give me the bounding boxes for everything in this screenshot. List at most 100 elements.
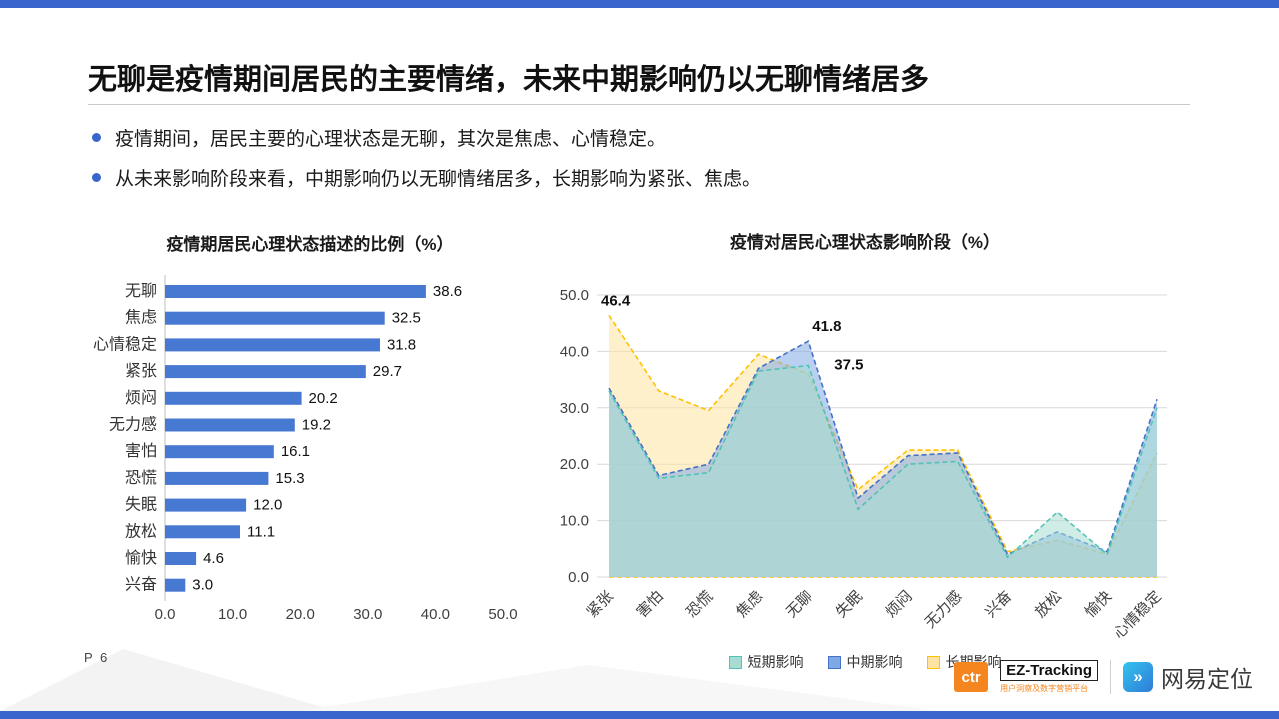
line-series: [608, 364, 1158, 559]
bar: [165, 445, 274, 459]
x-tick-label: 0.0: [155, 606, 176, 623]
legend-swatch: [926, 655, 940, 669]
bullet-dot: [92, 133, 101, 142]
value-label: 16.1: [281, 443, 310, 460]
x-tick-label: 10.0: [218, 606, 247, 623]
area-series: [609, 365, 1157, 577]
title-divider: [88, 104, 1190, 105]
bar: [165, 578, 186, 592]
x-tick-label: 40.0: [421, 606, 450, 623]
bar: [165, 391, 302, 405]
legend-swatch: [728, 655, 742, 669]
value-label: 3.0: [192, 577, 213, 594]
x-category-label: 焦虑: [733, 588, 766, 621]
legend-swatch: [827, 655, 841, 669]
netease-arrow-icon: »: [1123, 662, 1153, 692]
value-label: 19.2: [302, 417, 331, 434]
bar: [165, 525, 240, 539]
value-label: 4.6: [203, 550, 224, 567]
y-tick-label: 20.0: [560, 456, 589, 473]
y-tick-label: 0.0: [568, 569, 589, 586]
ez-tracking-name: EZ-Tracking: [1000, 660, 1098, 681]
netease-name: 网易定位: [1161, 666, 1253, 692]
bar: [165, 471, 269, 485]
logo-separator: [1110, 660, 1111, 694]
x-category-label: 心情稳定: [1110, 588, 1164, 642]
area-chart-panel: 疫情对居民心理状态影响阶段（%） 0.0 10.0 20.0 30.0 40.0 50.0…: [545, 228, 1185, 670]
category-label: 焦虑: [125, 309, 157, 327]
bar: [165, 311, 385, 325]
value-label: 11.1: [247, 523, 275, 540]
top-accent-bar: [0, 0, 1279, 8]
bullet-text: 疫情期间，居民主要的心理状态是无聊，其次是焦虑、心情稳定。: [115, 129, 667, 150]
ez-tracking-logo: EZ-Tracking 用户洞察及数字营销平台: [1000, 660, 1098, 694]
value-label: 29.7: [373, 363, 402, 380]
bar-chart-panel: 疫情期居民心理状态描述的比例（%） 0.0 10.0 20.0 30.0 40.0 50.…: [85, 230, 535, 630]
value-label: 15.3: [275, 470, 304, 487]
category-label: 失眠: [125, 496, 157, 514]
x-tick-label: 30.0: [353, 606, 382, 623]
category-label: 兴奋: [125, 576, 157, 594]
area-chart: 0.0 10.0 20.0 30.0 40.0 50.0 紧张 害怕 恐慌 焦虑 无聊 失眠 烦闷 无力感…: [560, 287, 1167, 642]
category-label: 紧张: [125, 362, 157, 380]
category-label: 愉快: [125, 549, 157, 567]
x-category-label: 恐慌: [683, 588, 716, 621]
bullet-item: 疫情期间，居民主要的心理状态是无聊，其次是焦虑、心情稳定。: [92, 124, 761, 151]
footer-logos: ctr EZ-Tracking 用户洞察及数字营销平台 » 网易定位: [954, 660, 1253, 694]
y-tick-label: 40.0: [560, 343, 589, 360]
page-number: P 6: [84, 650, 110, 665]
x-category-label: 害怕: [633, 588, 666, 621]
bullet-item: 从未来影响阶段来看，中期影响仍以无聊情绪居多，长期影响为紧张、焦虑。: [92, 164, 761, 191]
value-label: 32.5: [392, 310, 421, 327]
x-category-label: 放松: [1032, 588, 1065, 621]
category-label: 无聊: [125, 282, 157, 300]
bullet-list: 疫情期间，居民主要的心理状态是无聊，其次是焦虑、心情稳定。 从未来影响阶段来看，…: [92, 124, 761, 191]
value-label: 20.2: [309, 390, 338, 407]
value-label: 31.8: [387, 336, 416, 353]
y-tick-label: 50.0: [560, 287, 589, 304]
category-label: 烦闷: [125, 389, 157, 407]
x-category-label: 兴奋: [982, 588, 1015, 621]
legend-label: 中期影响: [846, 654, 903, 670]
bar-chart-title: 疫情期居民心理状态描述的比例（%）: [166, 235, 454, 254]
area-chart-title: 疫情对居民心理状态影响阶段（%）: [729, 233, 1001, 252]
bar: [165, 498, 247, 512]
ez-tracking-subtitle: 用户洞察及数字营销平台: [1000, 684, 1089, 693]
ctr-logo: ctr: [954, 662, 989, 692]
bar: [165, 338, 380, 352]
bar: [165, 552, 197, 565]
x-category-label: 紧张: [584, 588, 617, 621]
chart-legend: 短期影响中期影响长期影响: [545, 652, 1185, 672]
category-label: 心情稳定: [93, 335, 157, 353]
legend-item: 中期影响: [827, 652, 903, 672]
data-annotation: 46.4: [601, 292, 631, 309]
bottom-accent-bar: [0, 711, 1279, 719]
x-category-label: 无力感: [922, 588, 966, 632]
x-category-label: 失眠: [833, 588, 866, 621]
category-label: 放松: [125, 522, 157, 540]
legend-item: 短期影响: [728, 652, 804, 672]
x-category-label: 无聊: [783, 588, 816, 621]
y-tick-label: 30.0: [560, 400, 589, 417]
bar: [165, 285, 426, 298]
slide-title: 无聊是疫情期间居民的主要情绪，未来中期影响仍以无聊情绪居多: [88, 64, 930, 96]
category-label: 无力感: [109, 416, 157, 434]
x-category-label: 烦闷: [882, 588, 915, 621]
category-label: 恐慌: [125, 469, 157, 487]
data-annotation: 41.8: [812, 318, 841, 335]
x-tick-label: 20.0: [286, 606, 315, 623]
value-label: 12.0: [253, 497, 282, 514]
bullet-dot: [92, 173, 101, 182]
bar: [165, 418, 295, 432]
bar-chart: 0.0 10.0 20.0 30.0 40.0 50.0 无聊 38.6 焦虑 32.5 心情稳定 3…: [93, 275, 518, 623]
x-category-label: 愉快: [1082, 588, 1115, 621]
bullet-text: 从未来影响阶段来看，中期影响仍以无聊情绪居多，长期影响为紧张、焦虑。: [115, 169, 762, 190]
y-tick-label: 10.0: [560, 513, 589, 530]
legend-label: 短期影响: [747, 654, 804, 670]
x-tick-label: 50.0: [488, 606, 517, 623]
value-label: 38.6: [433, 283, 462, 300]
bar: [165, 365, 366, 379]
netease-logo: » 网易定位: [1123, 660, 1253, 694]
category-label: 害怕: [125, 442, 157, 460]
